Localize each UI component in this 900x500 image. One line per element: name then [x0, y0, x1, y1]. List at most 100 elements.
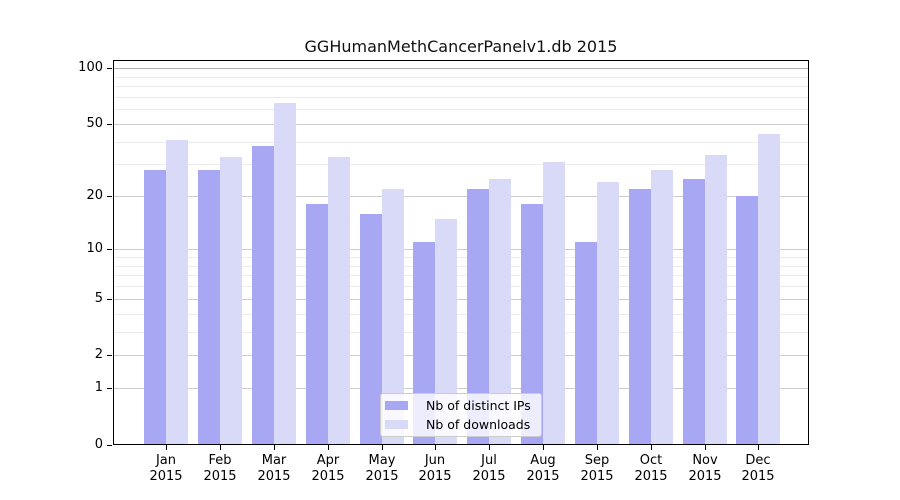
bar-nb-of-downloads-oct — [651, 170, 673, 445]
gridline-minor-7 — [114, 275, 808, 276]
x-tick-label-dec: Dec 2015 — [730, 453, 786, 484]
gridline-minor-3 — [114, 332, 808, 333]
x-tick-year-text: 2015 — [418, 468, 452, 484]
gridline-minor-4 — [114, 314, 808, 315]
gridline-minor-9 — [114, 257, 808, 258]
x-tick-label-feb: Feb 2015 — [192, 453, 248, 484]
bar-nb-of-distinct-ips-mar — [252, 146, 274, 445]
gridline-minor-8 — [114, 266, 808, 267]
gridline-minor-80 — [114, 86, 808, 87]
bar-nb-of-distinct-ips-dec — [736, 196, 758, 445]
x-tick-aug — [543, 445, 544, 450]
legend: Nb of distinct IPs Nb of downloads — [380, 393, 542, 437]
bar-nb-of-distinct-ips-apr — [306, 204, 328, 445]
gridline-minor-90 — [114, 77, 808, 78]
x-tick-label-nov: Nov 2015 — [677, 453, 733, 484]
y-tick-5 — [107, 299, 112, 300]
plot-area-frame — [113, 60, 809, 445]
x-tick-nov — [705, 445, 706, 450]
bar-nb-of-downloads-dec — [758, 134, 780, 445]
x-tick-oct — [651, 445, 652, 450]
gridline-major-5 — [114, 299, 808, 300]
x-tick-month-text: Aug — [530, 453, 556, 468]
x-tick-label-jun: Jun 2015 — [407, 453, 463, 484]
x-tick-year-text: 2015 — [365, 468, 399, 484]
x-tick-mar — [274, 445, 275, 450]
y-tick-0 — [107, 445, 112, 446]
y-tick-label-50: 50 — [86, 116, 103, 131]
x-tick-month-text: Jun — [424, 453, 446, 468]
y-tick-label-10: 10 — [86, 241, 103, 256]
bar-nb-of-distinct-ips-nov — [683, 179, 705, 445]
x-tick-month-text: Jan — [155, 453, 177, 468]
bar-nb-of-downloads-jan — [166, 140, 188, 445]
chart-title: GGHumanMethCancerPanelv1.db 2015 — [304, 37, 618, 56]
y-tick-1 — [107, 388, 112, 389]
x-tick-feb — [220, 445, 221, 450]
x-tick-month-text: Feb — [208, 453, 232, 468]
x-tick-month-text: Dec — [745, 453, 771, 468]
y-tick-label-1: 1 — [94, 380, 103, 395]
x-tick-sep — [597, 445, 598, 450]
x-tick-dec — [758, 445, 759, 450]
x-tick-month-text: Jul — [481, 453, 497, 468]
bar-nb-of-distinct-ips-may — [360, 214, 382, 445]
gridline-major-2 — [114, 355, 808, 356]
gridline-minor-6 — [114, 286, 808, 287]
bar-nb-of-distinct-ips-jan — [144, 170, 166, 445]
y-tick-20 — [107, 196, 112, 197]
x-tick-label-jan: Jan 2015 — [138, 453, 194, 484]
gridline-minor-30 — [114, 164, 808, 165]
bar-nb-of-downloads-feb — [220, 157, 242, 445]
legend-entry-distinct-ips: Nb of distinct IPs — [385, 396, 541, 415]
bar-nb-of-distinct-ips-sep — [575, 242, 597, 445]
legend-swatch-downloads-icon — [385, 420, 408, 429]
x-tick-label-sep: Sep 2015 — [569, 453, 625, 484]
x-tick-label-aug: Aug 2015 — [515, 453, 571, 484]
y-tick-label-0: 0 — [94, 437, 103, 452]
bar-nb-of-downloads-mar — [274, 103, 296, 445]
bar-nb-of-downloads-apr — [328, 157, 350, 445]
bar-nb-of-distinct-ips-aug — [521, 204, 543, 445]
y-tick-label-20: 20 — [86, 188, 103, 203]
y-tick-50 — [107, 124, 112, 125]
x-tick-year-text: 2015 — [311, 468, 345, 484]
x-tick-year-text: 2015 — [472, 468, 506, 484]
bar-nb-of-downloads-jul — [489, 179, 511, 445]
x-tick-label-apr: Apr 2015 — [300, 453, 356, 484]
x-tick-year-text: 2015 — [257, 468, 291, 484]
legend-swatch-distinct-ips-icon — [385, 401, 408, 410]
y-tick-label-100: 100 — [78, 60, 103, 75]
bar-nb-of-downloads-sep — [597, 182, 619, 445]
bar-nb-of-downloads-may — [382, 189, 404, 445]
legend-label-downloads: Nb of downloads — [426, 417, 531, 432]
gridline-minor-40 — [114, 142, 808, 143]
y-tick-label-2: 2 — [94, 347, 103, 362]
bar-nb-of-downloads-jun — [435, 219, 457, 445]
x-tick-month-text: May — [368, 453, 396, 468]
x-tick-may — [382, 445, 383, 450]
y-tick-2 — [107, 355, 112, 356]
y-tick-10 — [107, 249, 112, 250]
x-tick-year-text: 2015 — [526, 468, 560, 484]
bar-nb-of-distinct-ips-feb — [198, 170, 220, 445]
bar-nb-of-downloads-aug — [543, 162, 565, 445]
gridline-major-10 — [114, 249, 808, 250]
x-tick-label-oct: Oct 2015 — [623, 453, 679, 484]
x-tick-year-text: 2015 — [149, 468, 183, 484]
gridline-major-100 — [114, 68, 808, 69]
x-tick-year-text: 2015 — [741, 468, 775, 484]
x-tick-month-text: Nov — [692, 453, 718, 468]
x-tick-year-text: 2015 — [688, 468, 722, 484]
bar-nb-of-distinct-ips-jul — [467, 189, 489, 445]
bar-nb-of-downloads-nov — [705, 155, 727, 445]
legend-label-distinct-ips: Nb of distinct IPs — [426, 398, 531, 413]
gridline-minor-70 — [114, 97, 808, 98]
x-tick-label-may: May 2015 — [354, 453, 410, 484]
x-tick-apr — [328, 445, 329, 450]
x-tick-month-text: Sep — [584, 453, 610, 468]
bar-nb-of-distinct-ips-oct — [629, 189, 651, 445]
legend-entry-downloads: Nb of downloads — [385, 415, 541, 434]
gridline-major-20 — [114, 196, 808, 197]
